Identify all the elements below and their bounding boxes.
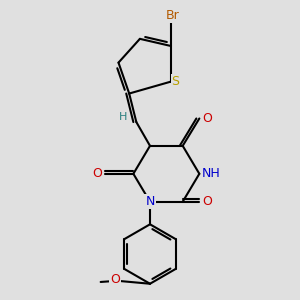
Text: O: O <box>92 167 102 180</box>
Text: O: O <box>203 195 213 208</box>
Text: O: O <box>203 112 213 125</box>
Text: Br: Br <box>166 9 179 22</box>
Text: H: H <box>119 112 128 122</box>
Text: N: N <box>145 195 155 208</box>
Text: S: S <box>172 75 180 88</box>
Text: NH: NH <box>202 167 220 180</box>
Text: O: O <box>110 273 120 286</box>
